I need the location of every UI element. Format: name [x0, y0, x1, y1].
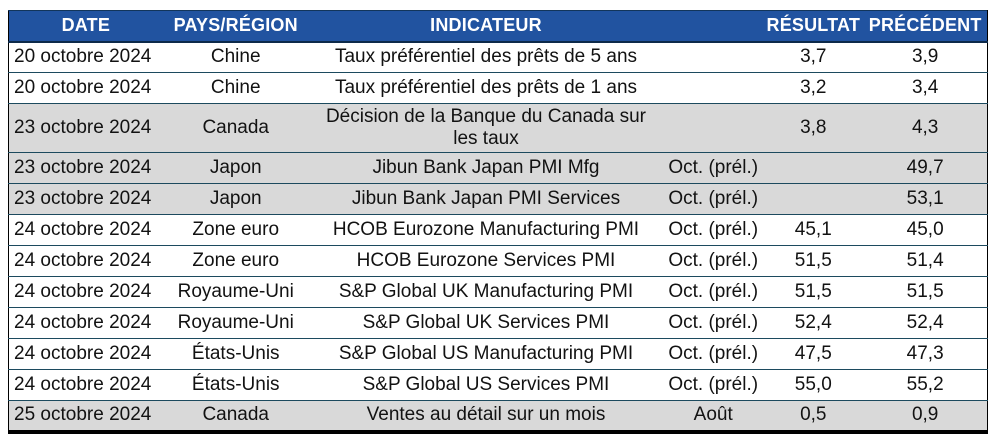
cell-previous: 4,3 — [911, 117, 939, 138]
cell-indicator: HCOB Eurozone Manufacturing PMI — [332, 219, 640, 240]
table-row: 24 octobre 2024 Royaume-Uni S&P Global UK … — [8, 307, 988, 339]
cell-period: Oct. (prél.) — [668, 312, 759, 333]
cell-region: États-Unis — [191, 374, 280, 395]
cell-previous: 51,4 — [906, 250, 944, 271]
cell-previous: 0,9 — [911, 404, 939, 426]
cell-previous: 45,0 — [906, 219, 944, 240]
cell-previous: 52,4 — [906, 312, 944, 333]
cell-previous: 3,4 — [911, 77, 939, 98]
cell-result: 52,4 — [794, 312, 832, 333]
cell-region: États-Unis — [191, 343, 280, 364]
column-header-region: PAYS/RÉGION — [162, 10, 309, 43]
cell-date: 24 octobre 2024 — [14, 281, 152, 302]
cell-indicator: Jibun Bank Japan PMI Services — [351, 188, 621, 209]
cell-region: Royaume-Uni — [177, 281, 294, 302]
cell-period: Oct. (prél.) — [668, 343, 759, 364]
cell-date: 24 octobre 2024 — [14, 343, 152, 364]
table-row: 23 octobre 2024 Canada Décision de la Banq… — [8, 103, 988, 153]
column-header-indicator: INDICATEUR — [308, 10, 664, 43]
cell-region: Chine — [210, 77, 261, 98]
table-row: 24 octobre 2024 États-Unis S&P Global US S… — [8, 369, 988, 401]
cell-period: Oct. (prél.) — [668, 250, 759, 271]
cell-indicator: Taux préférentiel des prêts de 1 ans — [334, 77, 638, 98]
table-row: 23 octobre 2024 Japon Jibun Bank Japan PMI… — [8, 183, 988, 215]
cell-period — [663, 73, 763, 104]
cell-period: Août — [693, 404, 733, 426]
cell-indicator: HCOB Eurozone Services PMI — [356, 250, 616, 271]
cell-region: Japon — [209, 157, 262, 178]
column-header-period — [663, 10, 764, 43]
cell-result: 55,0 — [794, 374, 832, 395]
cell-period: Oct. (prél.) — [668, 219, 759, 240]
cell-date: 20 octobre 2024 — [14, 77, 152, 98]
column-header-result: RÉSULTAT — [763, 10, 864, 43]
cell-result: 51,5 — [794, 250, 832, 271]
cell-period: Oct. (prél.) — [668, 374, 759, 395]
economic-calendar-table: DATE PAYS/RÉGION INDICATEUR RÉSULTAT PRÉ… — [8, 10, 988, 434]
header-row: DATE PAYS/RÉGION INDICATEUR RÉSULTAT PRÉ… — [8, 10, 988, 43]
cell-indicator: S&P Global US Services PMI — [362, 374, 610, 395]
cell-result: 0,5 — [800, 404, 827, 426]
cell-indicator: Jibun Bank Japan PMI Mfg — [372, 157, 600, 178]
cell-period — [663, 104, 763, 153]
cell-result — [763, 153, 863, 184]
cell-date: 23 octobre 2024 — [14, 117, 152, 138]
table-header: DATE PAYS/RÉGION INDICATEUR RÉSULTAT PRÉ… — [8, 10, 988, 43]
cell-date: 23 octobre 2024 — [14, 157, 152, 178]
cell-result: 3,8 — [800, 117, 827, 138]
cell-period: Oct. (prél.) — [668, 188, 759, 209]
cell-previous: 3,9 — [911, 46, 939, 68]
column-header-previous: PRÉCÉDENT — [863, 10, 988, 43]
cell-indicator: Taux préférentiel des prêts de 5 ans — [334, 46, 638, 68]
cell-indicator: Décision de la Banque du Canada sur les … — [325, 106, 646, 149]
cell-date: 24 octobre 2024 — [14, 374, 152, 395]
cell-previous: 47,3 — [906, 343, 944, 364]
cell-previous: 55,2 — [906, 374, 944, 395]
cell-previous: 51,5 — [906, 281, 944, 302]
cell-date: 25 octobre 2024 — [14, 404, 152, 426]
table-row: 24 octobre 2024 Royaume-Uni S&P Global UK … — [8, 276, 988, 308]
table-body: 20 octobre 2024 Chine Taux préférentiel de… — [8, 41, 988, 432]
table-row: 24 octobre 2024 Zone euro HCOB Eurozone Se… — [8, 245, 988, 277]
cell-region: Zone euro — [192, 219, 280, 240]
cell-date: 20 octobre 2024 — [14, 46, 152, 68]
cell-result: 47,5 — [794, 343, 832, 364]
cell-period: Oct. (prél.) — [668, 157, 759, 178]
cell-previous: 53,1 — [906, 188, 944, 209]
cell-result: 3,2 — [800, 77, 827, 98]
cell-date: 24 octobre 2024 — [14, 312, 152, 333]
cell-date: 24 octobre 2024 — [14, 219, 152, 240]
cell-region: Royaume-Uni — [177, 312, 294, 333]
cell-result: 3,7 — [800, 46, 827, 68]
cell-region: Canada — [202, 117, 269, 138]
cell-previous: 49,7 — [906, 157, 944, 178]
cell-indicator: S&P Global US Manufacturing PMI — [338, 343, 634, 364]
cell-region: Zone euro — [192, 250, 280, 271]
table-row: 20 octobre 2024 Chine Taux préférentiel de… — [8, 72, 988, 104]
cell-result: 45,1 — [794, 219, 832, 240]
cell-region: Canada — [202, 404, 269, 426]
column-header-date: DATE — [8, 10, 163, 43]
cell-period — [663, 42, 763, 73]
cell-period: Oct. (prél.) — [668, 281, 759, 302]
cell-region: Chine — [210, 46, 261, 68]
cell-result — [763, 184, 863, 215]
table-row: 20 octobre 2024 Chine Taux préférentiel de… — [8, 41, 988, 73]
table-row: 25 octobre 2024 Canada Ventes au détail su… — [8, 400, 988, 432]
cell-region: Japon — [209, 188, 262, 209]
cell-date: 24 octobre 2024 — [14, 250, 152, 271]
cell-result: 51,5 — [794, 281, 832, 302]
cell-indicator: S&P Global UK Manufacturing PMI — [338, 281, 634, 302]
table-row: 23 octobre 2024 Japon Jibun Bank Japan PMI… — [8, 152, 988, 184]
cell-date: 23 octobre 2024 — [14, 188, 152, 209]
table-row: 24 octobre 2024 États-Unis S&P Global US M… — [8, 338, 988, 370]
table-row: 24 octobre 2024 Zone euro HCOB Eurozone Ma… — [8, 214, 988, 246]
cell-indicator: Ventes au détail sur un mois — [366, 404, 606, 426]
cell-indicator: S&P Global UK Services PMI — [362, 312, 610, 333]
